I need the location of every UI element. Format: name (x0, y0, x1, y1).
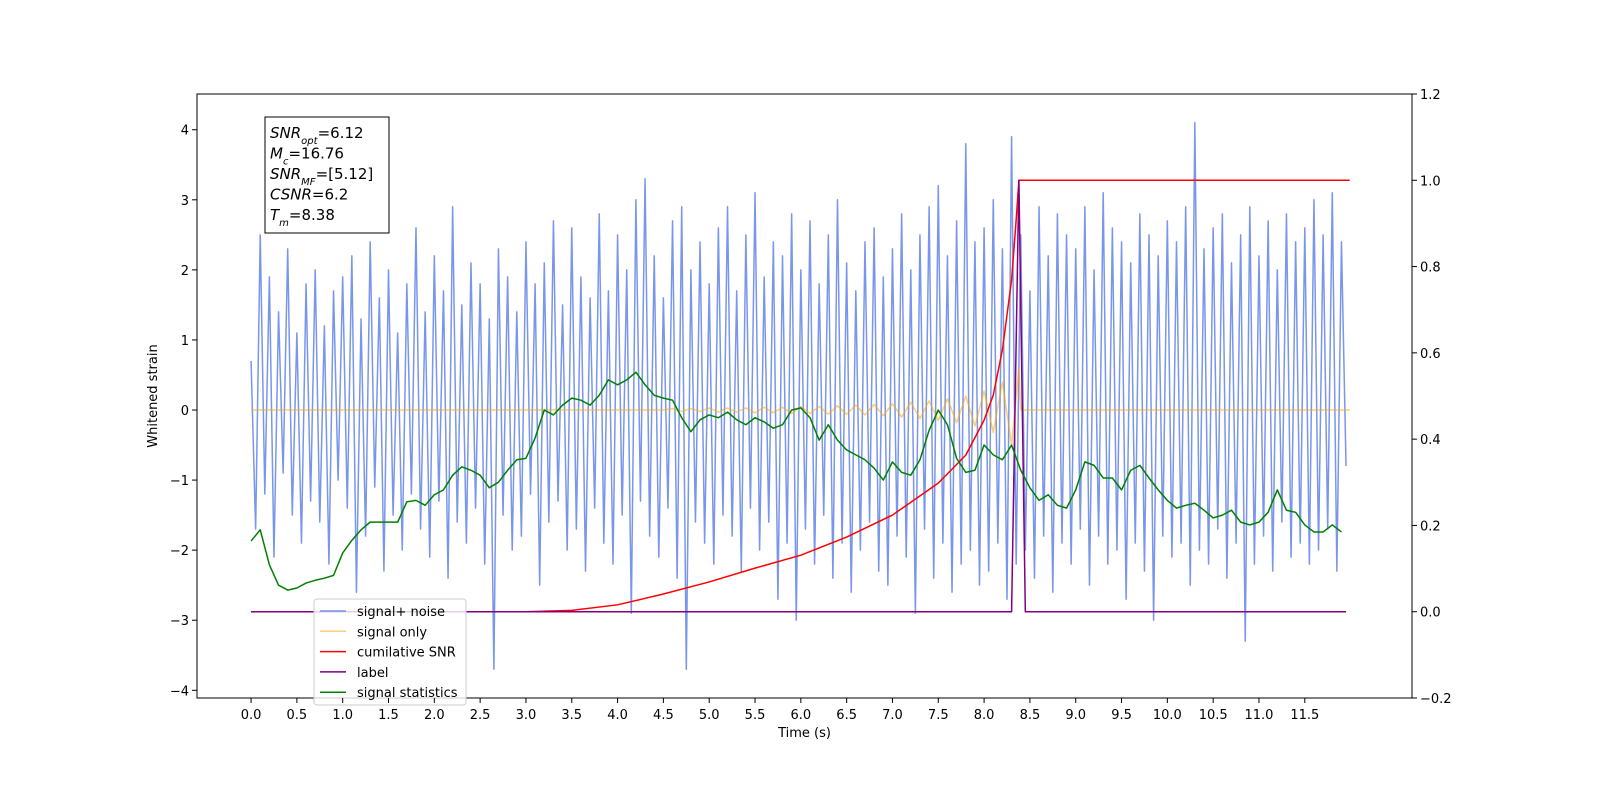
x-tick-label: 5.0 (699, 708, 720, 723)
x-tick-label: 9.0 (1065, 708, 1086, 723)
y2-tick-label: 0.0 (1420, 606, 1441, 621)
plot-area (250, 121, 1350, 671)
annotation-symbol: T (270, 206, 281, 224)
y-tick-label: −4 (170, 684, 189, 699)
y2-tick-label: 0.8 (1420, 261, 1441, 276)
y2-tick-label: 1.2 (1420, 88, 1441, 103)
series-line (250, 121, 1347, 671)
annotation-symbol: SNR (270, 165, 301, 183)
annotation-value: =8.38 (289, 206, 335, 224)
annotation-subscript: opt (301, 136, 318, 147)
x-tick-label: 0.0 (241, 708, 262, 723)
x-tick-label: 7.0 (882, 708, 903, 723)
y2-tick-label: 0.4 (1420, 433, 1441, 448)
annotation-line: SNRopt=6.12 (270, 124, 364, 147)
x-tick-label: 4.0 (607, 708, 628, 723)
annotation-subscript: c (283, 156, 289, 167)
annotation-frame (264, 116, 390, 234)
y-tick-label: 3 (181, 194, 189, 209)
y-axis-label: Whitened strain (146, 344, 161, 447)
x-tick-label: 8.5 (1020, 708, 1041, 723)
y2-tick-label: 0.6 (1420, 347, 1441, 362)
annotation-value: =[5.12] (316, 165, 374, 183)
annotation-value: =6.12 (318, 124, 364, 142)
x-tick-label: 8.0 (974, 708, 995, 723)
x-tick-label: 6.5 (836, 708, 857, 723)
y-tick-label: −2 (170, 544, 189, 559)
annotation-subscript: m (279, 218, 289, 229)
x-tick-label: 1.0 (332, 708, 353, 723)
axes-frame (196, 93, 1413, 699)
y2-tick-label: −0.2 (1420, 692, 1452, 707)
x-axis-label: Time (s) (777, 726, 831, 741)
annotation-line: SNRMF=[5.12] (270, 165, 373, 188)
annotation-symbol: M (270, 145, 283, 163)
series-line (250, 371, 1342, 591)
annotation-box: SNRopt=6.12Mc=16.76SNRMF=[5.12]CSNR=6.2T… (264, 116, 390, 234)
x-tick-label: 4.5 (653, 708, 674, 723)
x-tick-label: 10.0 (1153, 708, 1182, 723)
annotation-subscript: MF (301, 177, 316, 188)
y2-tick-label: 0.2 (1420, 519, 1441, 534)
annotation-line: CSNR=6.2 (270, 186, 348, 204)
legend-label: signal only (357, 625, 427, 640)
y2-tick-label: 1.0 (1420, 174, 1441, 189)
x-tick-label: 11.5 (1290, 708, 1319, 723)
legend: signal+ noise signal only cumilative SNR la… (313, 598, 467, 706)
x-tick-label: 10.5 (1199, 708, 1228, 723)
series-line (251, 179, 1347, 613)
annotation-value: =6.2 (312, 186, 348, 204)
y-tick-label: 2 (181, 264, 189, 279)
series-line (251, 367, 1350, 446)
annotation-line: Mc=16.76 (270, 145, 344, 168)
y-tick-label: −3 (170, 614, 189, 629)
legend-label: label (357, 666, 388, 681)
x-tick-label: 6.0 (790, 708, 811, 723)
x-tick-label: 3.0 (516, 708, 537, 723)
legend-frame (313, 598, 467, 706)
x-tick-label: 7.5 (928, 708, 949, 723)
x-tick-label: 9.5 (1111, 708, 1132, 723)
x-tick-label: 3.5 (561, 708, 582, 723)
x-tick-label: 2.5 (470, 708, 491, 723)
y-tick-label: −1 (170, 474, 189, 489)
legend-label: signal+ noise (357, 605, 445, 620)
x-tick-label: 1.5 (378, 708, 399, 723)
x-tick-label: 5.5 (745, 708, 766, 723)
series-line (251, 179, 1350, 613)
annotation-symbol: SNR (270, 124, 301, 142)
y-tick-label: 0 (181, 404, 189, 419)
annotation-symbol: CSNR (270, 186, 312, 204)
annotation-value: =16.76 (288, 145, 344, 163)
y-tick-label: 1 (181, 334, 189, 349)
legend-label: cumilative SNR (357, 646, 456, 661)
x-tick-label: 2.0 (424, 708, 445, 723)
y-tick-label: 4 (181, 124, 189, 139)
x-tick-label: 11.0 (1245, 708, 1274, 723)
x-tick-label: 0.5 (287, 708, 308, 723)
annotation-line: Tm=8.38 (270, 206, 335, 229)
legend-label: signal statistics (357, 686, 458, 701)
